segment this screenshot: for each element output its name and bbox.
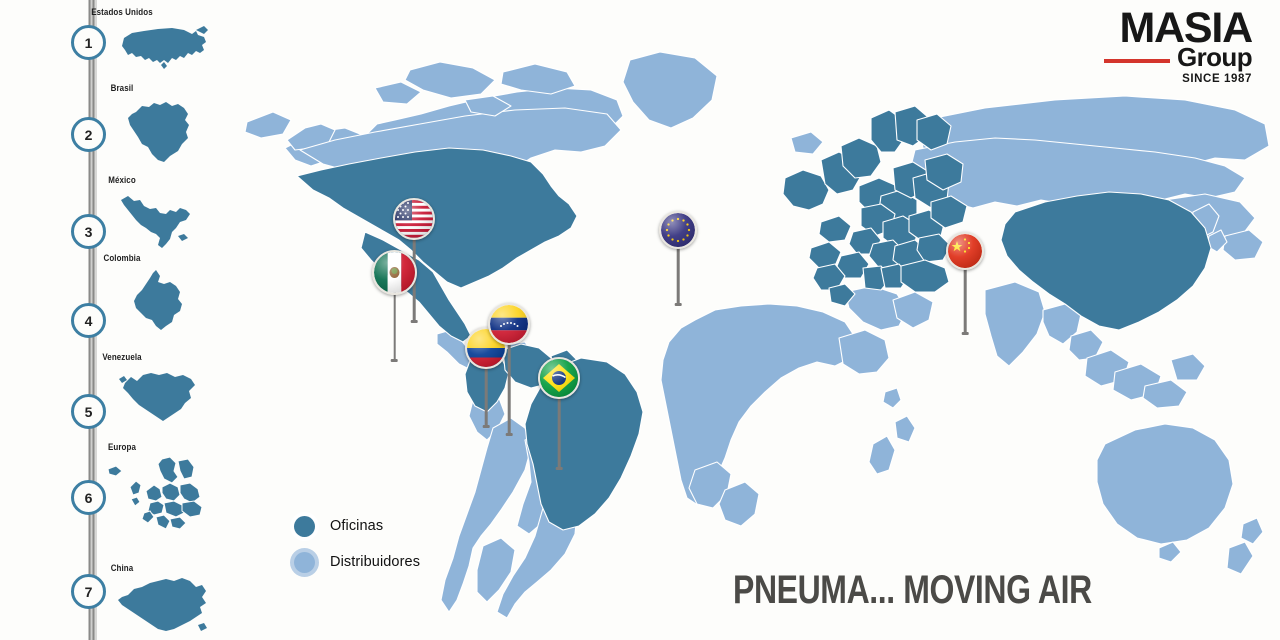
europe-outline-icon [100,455,212,533]
map-pin-venezuela[interactable] [488,303,530,436]
map-legend: Oficinas Distribuidores [290,508,420,580]
sidebar-label-estados-unidos: Estados Unidos [91,7,153,18]
flag-brazil-icon[interactable] [538,357,580,399]
map-pin-china[interactable] [946,232,984,335]
legend-item-oficinas[interactable]: Oficinas [290,508,420,544]
masia-group-logo[interactable]: MASIA Group SINCE 1987 [1104,4,1253,85]
world-map[interactable] [225,0,1280,640]
logo-middle-row: Group [1104,42,1253,73]
legend-dot-oficinas [290,511,319,541]
flag-china-icon[interactable] [946,232,984,270]
sidebar-label-brasil: Brasil [110,83,134,94]
map-pin-europa[interactable] [659,211,697,306]
sidebar-label-mexico: México [108,175,136,186]
flag-usa-icon[interactable] [393,198,435,240]
map-pin-estados-unidos[interactable] [393,198,435,323]
sidebar-label-china: China [110,563,134,574]
sidebar-label-europa: Europa [107,442,136,453]
flag-mexico-icon[interactable] [372,250,417,295]
sidebar-number-6[interactable]: 6 [71,480,106,515]
legend-label-distribuidores: Distribuidores [330,554,421,570]
map-pin-brasil[interactable] [538,357,580,470]
legend-dot-distribuidores [290,547,319,577]
tagline: PNEUMA... MOVING AIR [733,568,1092,612]
legend-item-distribuidores[interactable]: Distribuidores [290,544,420,580]
country-timeline-sidebar: Estados Unidos 1 Brasil 2 México 3 [0,0,225,640]
sidebar-number-1[interactable]: 1 [71,25,106,60]
logo-subtitle: Group [1177,42,1253,73]
sidebar-number-4[interactable]: 4 [71,303,106,338]
usa-outline-icon [118,22,210,74]
map-pin-mexico[interactable] [372,250,417,362]
mexico-outline-icon [118,192,194,254]
sidebar-label-colombia: Colombia [103,253,141,264]
logo-name: MASIA [1119,4,1253,52]
legend-label-oficinas: Oficinas [330,518,384,534]
logo-since: SINCE 1987 [1182,72,1252,85]
flag-venezuela-icon[interactable] [488,303,530,345]
colombia-outline-icon [128,268,190,340]
sidebar-number-5[interactable]: 5 [71,394,106,429]
logo-red-bar [1104,58,1170,63]
china-outline-icon [112,575,212,637]
sidebar-label-venezuela: Venezuela [102,352,142,363]
sidebar-number-2[interactable]: 2 [71,117,106,152]
venezuela-outline-icon [115,365,199,429]
flag-european-union-icon[interactable] [659,211,697,249]
brazil-outline-icon [122,98,196,166]
sidebar-number-3[interactable]: 3 [71,214,106,249]
sidebar-number-7[interactable]: 7 [71,574,106,609]
